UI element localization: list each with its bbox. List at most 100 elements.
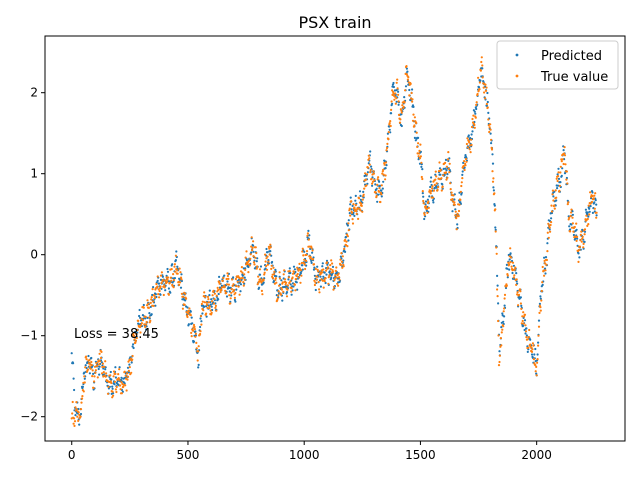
data-point (91, 375, 94, 378)
data-point (90, 360, 93, 364)
data-point (299, 272, 302, 275)
data-point (594, 199, 597, 202)
data-point (468, 148, 471, 151)
data-point (242, 284, 245, 287)
data-point (269, 250, 272, 253)
data-point (570, 211, 573, 214)
data-point (225, 291, 228, 294)
data-point (367, 154, 370, 157)
data-point (104, 368, 107, 371)
data-point (190, 316, 193, 319)
data-point (268, 253, 271, 256)
data-point (430, 190, 433, 193)
data-point (104, 375, 107, 378)
data-point (260, 281, 263, 284)
data-point (171, 263, 174, 266)
data-point (322, 286, 325, 289)
data-point (483, 91, 486, 94)
data-point (273, 270, 276, 273)
data-point (511, 271, 514, 275)
data-point (199, 325, 202, 329)
data-point (411, 119, 415, 122)
data-point (200, 320, 203, 323)
data-point (275, 275, 278, 278)
data-point (432, 189, 435, 192)
data-point (568, 225, 571, 228)
data-point (466, 137, 469, 140)
data-point (387, 131, 390, 134)
data-point (182, 295, 185, 298)
data-point (421, 168, 424, 171)
data-point (174, 259, 177, 262)
data-point (486, 100, 489, 104)
data-point (562, 149, 565, 152)
data-point (261, 293, 264, 296)
data-point (478, 88, 481, 91)
data-point (139, 331, 142, 334)
data-point (100, 350, 103, 353)
data-point (549, 230, 552, 233)
data-point (144, 325, 147, 329)
data-point (73, 388, 76, 392)
data-point (537, 319, 541, 322)
data-point (83, 371, 86, 374)
data-point (514, 266, 517, 269)
data-point (429, 185, 432, 189)
data-point (83, 375, 86, 378)
data-point (544, 272, 547, 275)
data-point (402, 105, 405, 108)
data-point (143, 323, 146, 326)
data-point (534, 370, 537, 373)
data-point (413, 116, 416, 119)
data-point (475, 107, 478, 111)
data-point (244, 268, 247, 271)
data-point (194, 332, 197, 335)
data-point (366, 171, 369, 174)
data-point (543, 267, 547, 270)
data-point (406, 78, 409, 81)
data-point (292, 265, 296, 268)
data-point (172, 273, 175, 276)
data-point (502, 320, 505, 323)
data-point (150, 296, 153, 299)
data-point (374, 183, 377, 186)
data-point (150, 313, 153, 316)
data-point (373, 179, 376, 182)
data-point (539, 295, 542, 298)
data-point (371, 184, 374, 187)
data-point (184, 292, 187, 295)
data-point (84, 366, 87, 369)
data-point (319, 285, 322, 288)
data-point (418, 157, 422, 160)
data-point (186, 315, 189, 319)
data-point (463, 168, 466, 172)
data-point (496, 284, 499, 287)
data-point (354, 208, 357, 211)
data-point (420, 165, 423, 168)
data-point (197, 345, 200, 348)
data-point (105, 372, 108, 375)
data-point (565, 178, 568, 181)
data-point (367, 158, 370, 161)
data-point (442, 167, 445, 170)
data-point (404, 85, 408, 88)
data-point (239, 270, 243, 273)
data-point (87, 354, 90, 358)
data-point (445, 178, 448, 181)
data-point (111, 396, 114, 399)
data-point (345, 240, 348, 243)
data-point (258, 268, 262, 271)
data-point (503, 297, 506, 300)
data-point (462, 161, 465, 164)
data-point (444, 171, 448, 174)
data-point (79, 415, 82, 418)
data-point (234, 300, 237, 303)
data-point (301, 268, 304, 271)
data-point (532, 344, 535, 347)
data-point (387, 138, 390, 141)
data-point (256, 257, 259, 260)
data-point (347, 229, 350, 232)
data-point (392, 81, 395, 85)
data-point (389, 120, 392, 123)
data-point (216, 286, 219, 289)
